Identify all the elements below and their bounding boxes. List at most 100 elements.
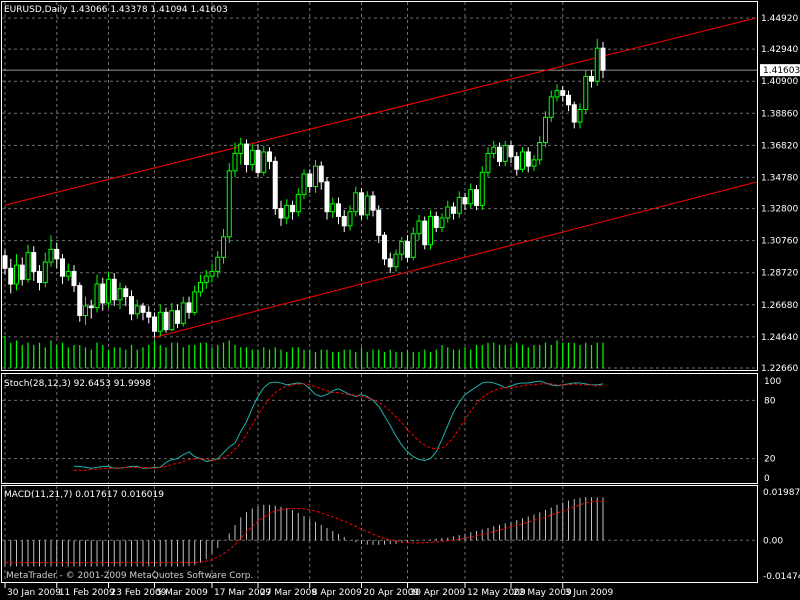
time-tick-label: 11 Feb 2009 [59, 588, 115, 598]
candle-body [244, 143, 249, 166]
time-tick-label: 5 Mar 2009 [157, 588, 209, 598]
candle-body [60, 258, 65, 277]
candle-body [416, 220, 422, 235]
time-tick-label: 3 Jun 2009 [565, 588, 614, 598]
candle-body [65, 270, 71, 277]
candle-body [445, 206, 451, 219]
candle-body [192, 291, 198, 313]
stoch-tick-label: 100 [764, 377, 781, 387]
candle-body [485, 153, 491, 173]
candle-body [474, 189, 479, 206]
price-tick-label: 1.26680 [761, 301, 798, 311]
candle-body [520, 151, 525, 170]
candle-body [370, 195, 376, 211]
candle-body [25, 252, 31, 280]
candle-body [209, 270, 215, 277]
candle-body [140, 305, 146, 313]
candle-body [111, 278, 117, 301]
price-tick-label: 1.28720 [761, 269, 798, 279]
candle-body [393, 253, 399, 268]
candle-body [71, 270, 77, 287]
candle-body [215, 256, 221, 272]
candle-body [117, 288, 123, 301]
candle-body [290, 204, 295, 213]
candle-body [152, 316, 157, 332]
macd-signal-line [5, 500, 604, 564]
candle-body [19, 264, 25, 280]
current-price-tag: 1.41603 [760, 64, 800, 77]
candle-body [88, 305, 94, 309]
candle-body [146, 311, 152, 318]
candle-body [479, 171, 485, 206]
candle-body [514, 156, 520, 170]
price-tick-label: 1.22660 [761, 364, 798, 374]
candle-body [83, 305, 88, 316]
candle-body [543, 116, 548, 144]
candle-body [491, 146, 497, 155]
candle-body [497, 146, 502, 162]
candle-body [341, 215, 347, 227]
time-tick-label: 12 May 2009 [467, 588, 526, 598]
candle-body [249, 149, 255, 166]
candle-body [382, 234, 387, 260]
candle-body [284, 204, 290, 219]
time-tick-label: 30 Jan 2009 [7, 588, 61, 598]
candle-body [157, 311, 163, 332]
candle-body [134, 305, 140, 315]
candles [2, 38, 606, 338]
candle-body [336, 203, 341, 217]
candle-body [548, 96, 554, 118]
candle-body [261, 151, 267, 173]
candle-body [330, 203, 336, 213]
candle-body [31, 252, 37, 272]
candle-body [255, 149, 261, 173]
macd-elements [4, 497, 604, 567]
candle-body [566, 94, 571, 106]
price-tick-label: 1.24640 [761, 333, 798, 343]
macd-tick-label: 0.00 [763, 536, 783, 546]
candle-body [502, 145, 508, 162]
candle-body [405, 241, 410, 258]
candle-body [175, 310, 180, 324]
stoch-panel-frame [1, 373, 758, 484]
macd-panel-title: MACD(11,21,7) 0.017617 0.016019 [4, 490, 164, 500]
channel-line-upper [4, 17, 757, 206]
stoch-main-line [74, 380, 604, 469]
candle-body [583, 75, 589, 111]
candle-body [560, 90, 566, 96]
price-panel-frame [1, 1, 758, 371]
candle-body [2, 255, 8, 269]
macd-tick-label: 0.019879 [763, 488, 800, 498]
candle-body [508, 145, 514, 158]
candle-body [324, 181, 330, 213]
candle-body [100, 283, 106, 304]
candle-body [169, 310, 175, 331]
candle-body [589, 75, 594, 82]
candle-body [48, 248, 54, 263]
price-tick-label: 1.30760 [761, 237, 798, 247]
stoch-tick-label: 0 [764, 474, 770, 484]
candle-body [531, 159, 537, 167]
candle-body [278, 208, 284, 219]
candle-body [462, 197, 468, 205]
candle-body [203, 275, 209, 283]
candle-body [14, 264, 19, 285]
candle-body [433, 215, 439, 228]
candle-body [221, 236, 226, 258]
candle-body [525, 151, 531, 167]
candle-body [318, 165, 324, 183]
price-tick-label: 1.40900 [761, 77, 798, 87]
macd-tick-label: -0.014749 [763, 572, 800, 582]
candle-body [364, 195, 370, 216]
candle-body [238, 143, 244, 155]
candle-body [226, 170, 232, 238]
candle-body [301, 173, 307, 195]
time-tick-label: 17 Mar 2009 [214, 588, 271, 598]
channel-lines[interactable] [4, 17, 757, 338]
stoch-tick-label: 20 [764, 455, 776, 465]
candle-body [272, 160, 278, 210]
candle-body [77, 285, 83, 316]
stoch-signal-line [74, 383, 604, 471]
